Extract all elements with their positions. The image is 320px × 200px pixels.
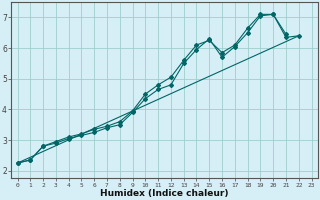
X-axis label: Humidex (Indice chaleur): Humidex (Indice chaleur) <box>100 189 229 198</box>
